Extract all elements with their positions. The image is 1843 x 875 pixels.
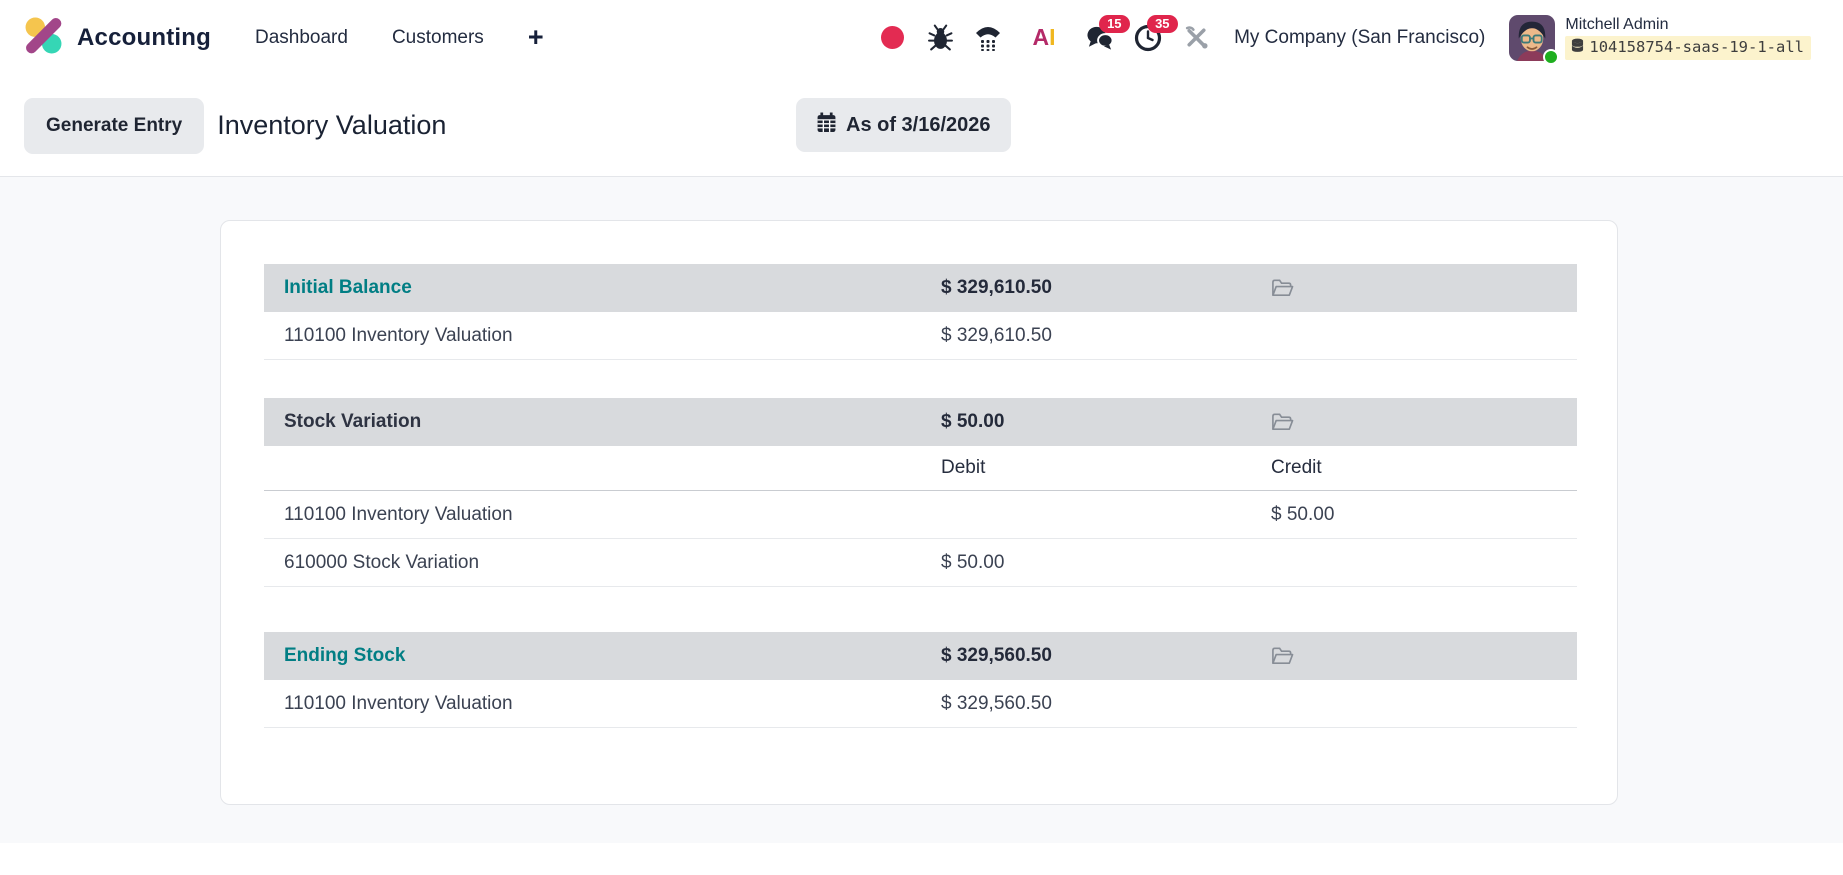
amount-credit: $ 50.00 xyxy=(1271,503,1335,525)
account-name: 110100 Inventory Valuation xyxy=(284,692,513,714)
tools-settings-icon[interactable] xyxy=(1182,23,1210,53)
ai-icon[interactable]: AI xyxy=(1032,24,1056,50)
company-switcher[interactable]: My Company (San Francisco) xyxy=(1234,26,1486,48)
open-journal-items-button[interactable] xyxy=(1271,278,1294,298)
section-title: Stock Variation xyxy=(284,411,422,432)
table-row: 110100 Inventory Valuation $ 329,560.50 xyxy=(264,680,1577,728)
plus-icon[interactable]: + xyxy=(527,22,544,52)
database-name: 104158754-saas-19-1-all xyxy=(1589,38,1804,56)
activities-count-badge: 35 xyxy=(1147,14,1178,34)
top-menus: Dashboard Customers + xyxy=(255,24,544,51)
app-brand[interactable]: Accounting xyxy=(24,16,211,60)
section-gap xyxy=(264,360,1577,398)
folder-open-icon xyxy=(1272,647,1294,665)
section-total: $ 50.00 xyxy=(941,411,1005,432)
account-name: 110100 Inventory Valuation xyxy=(284,503,513,525)
messages-count-badge: 15 xyxy=(1099,14,1130,34)
control-panel: Generate Entry Inventory Valuation As of… xyxy=(0,75,1843,177)
section-title-link[interactable]: Ending Stock xyxy=(284,645,406,666)
activities-clock-icon[interactable]: 35 xyxy=(1134,14,1178,53)
section-gap xyxy=(264,587,1577,632)
amount-debit: $ 329,610.50 xyxy=(941,324,1052,346)
section-stock-variation: Stock Variation $ 50.00 xyxy=(264,398,1577,446)
content-area: Initial Balance $ 329,610.50 110100 Inve… xyxy=(0,177,1843,843)
table-row: 610000 Stock Variation $ 50.00 xyxy=(264,539,1577,587)
column-header-debit: Debit xyxy=(941,457,986,478)
calendar-icon xyxy=(816,112,837,139)
user-avatar[interactable] xyxy=(1509,14,1560,65)
app-name[interactable]: Accounting xyxy=(77,23,211,51)
folder-open-icon xyxy=(1272,279,1294,297)
valuation-table: Initial Balance $ 329,610.50 110100 Inve… xyxy=(264,264,1577,728)
table-row: 110100 Inventory Valuation $ 50.00 xyxy=(264,491,1577,539)
user-meta: Mitchell Admin 104158754-saas-19-1-all xyxy=(1565,16,1811,60)
column-header-credit: Credit xyxy=(1271,457,1322,478)
date-filter-button[interactable]: As of 3/16/2026 xyxy=(796,98,1011,152)
section-total: $ 329,560.50 xyxy=(941,645,1052,666)
amount-debit: $ 329,560.50 xyxy=(941,692,1052,714)
voip-phone-icon[interactable] xyxy=(974,23,1002,53)
date-filter-label: As of 3/16/2026 xyxy=(846,113,991,136)
debit-credit-header-row: Debit Credit xyxy=(264,446,1577,491)
inventory-valuation-card: Initial Balance $ 329,610.50 110100 Inve… xyxy=(220,220,1618,805)
page-bottom-strip xyxy=(0,843,1843,875)
messages-icon[interactable]: 15 xyxy=(1086,14,1130,53)
account-name: 610000 Stock Variation xyxy=(284,551,480,573)
debug-bug-icon[interactable] xyxy=(926,23,954,53)
open-journal-items-button[interactable] xyxy=(1271,412,1294,432)
generate-entry-button[interactable]: Generate Entry xyxy=(24,97,205,154)
menu-customers[interactable]: Customers xyxy=(391,26,484,48)
red-circle-icon xyxy=(880,26,904,49)
record-icon[interactable] xyxy=(878,23,906,53)
open-journal-items-button[interactable] xyxy=(1271,646,1294,666)
page-title: Inventory Valuation xyxy=(217,110,447,140)
odoo-accounting-logo-icon xyxy=(24,16,63,60)
section-initial-balance: Initial Balance $ 329,610.50 xyxy=(264,264,1577,312)
menu-dashboard[interactable]: Dashboard xyxy=(255,26,348,48)
online-status-dot xyxy=(1543,48,1560,65)
user-name[interactable]: Mitchell Admin xyxy=(1565,15,1669,33)
section-total: $ 329,610.50 xyxy=(941,277,1052,298)
table-row: 110100 Inventory Valuation $ 329,610.50 xyxy=(264,312,1577,360)
section-title-link[interactable]: Initial Balance xyxy=(284,277,412,298)
database-badge: 104158754-saas-19-1-all xyxy=(1565,35,1811,60)
top-navbar: Accounting Dashboard Customers + xyxy=(0,0,1843,75)
folder-open-icon xyxy=(1272,413,1294,431)
database-icon xyxy=(1571,38,1584,57)
systray: AI 15 35 xyxy=(878,14,1811,65)
user-block: Mitchell Admin 104158754-saas-19-1-all xyxy=(1509,14,1811,65)
section-ending-stock: Ending Stock $ 329,560.50 xyxy=(264,632,1577,680)
amount-debit: $ 50.00 xyxy=(941,551,1005,573)
account-name: 110100 Inventory Valuation xyxy=(284,324,513,346)
